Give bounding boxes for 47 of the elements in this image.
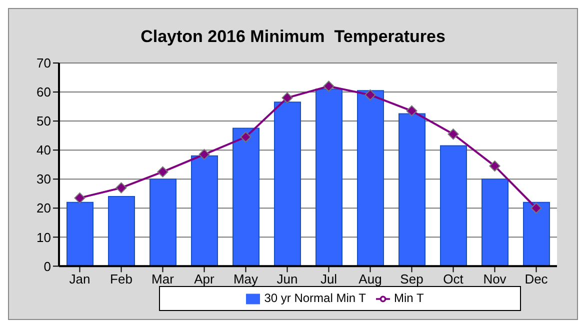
bar — [232, 128, 260, 266]
y-tick-label: 0 — [44, 258, 51, 274]
point — [116, 182, 127, 194]
bar — [191, 155, 218, 266]
y-tick-label: 20 — [36, 200, 51, 216]
y-tick-label: 50 — [36, 114, 51, 129]
bar — [150, 178, 176, 266]
point — [157, 166, 168, 178]
point — [282, 92, 293, 104]
bar — [440, 145, 467, 266]
x-tick-label: Aug — [358, 271, 382, 286]
x-tick-label: Oct — [443, 271, 464, 286]
x-tick-label: Apr — [194, 271, 216, 286]
y-tick-label: 10 — [36, 230, 51, 245]
x-tick-label: Jan — [69, 271, 90, 286]
point — [364, 89, 376, 100]
legend-label: 30 yr Normal Min T — [264, 291, 366, 306]
x-tick-label: Nov — [483, 271, 507, 286]
y-tick-label: 60 — [36, 84, 51, 100]
point — [240, 132, 252, 143]
point — [489, 160, 500, 172]
y-tick-label: 40 — [36, 142, 51, 158]
x-tick-label: Jun — [276, 271, 298, 286]
point — [530, 202, 542, 214]
x-tick-label: May — [233, 271, 259, 286]
x-tick-label: Mar — [152, 271, 175, 286]
bar — [66, 202, 94, 266]
x-tick-label: Feb — [110, 271, 132, 286]
point — [198, 148, 210, 160]
bar — [523, 202, 550, 266]
x-tick-label: Dec — [524, 271, 548, 286]
bar — [482, 178, 508, 266]
bar — [398, 113, 426, 266]
bar — [357, 90, 384, 266]
y-tick-label: 70 — [36, 56, 51, 71]
point — [448, 128, 459, 140]
bar — [316, 88, 342, 266]
bar — [108, 196, 135, 266]
legend-label: Min T — [394, 291, 424, 306]
chart-title: Clayton 2016 Minimum Temperatures — [140, 26, 446, 48]
point — [323, 80, 334, 92]
x-tick-label: Jul — [320, 271, 338, 286]
y-tick-label: 30 — [36, 172, 51, 187]
x-tick-label: Sep — [400, 271, 424, 286]
point — [406, 105, 418, 116]
point — [74, 192, 86, 204]
bar — [274, 102, 301, 266]
